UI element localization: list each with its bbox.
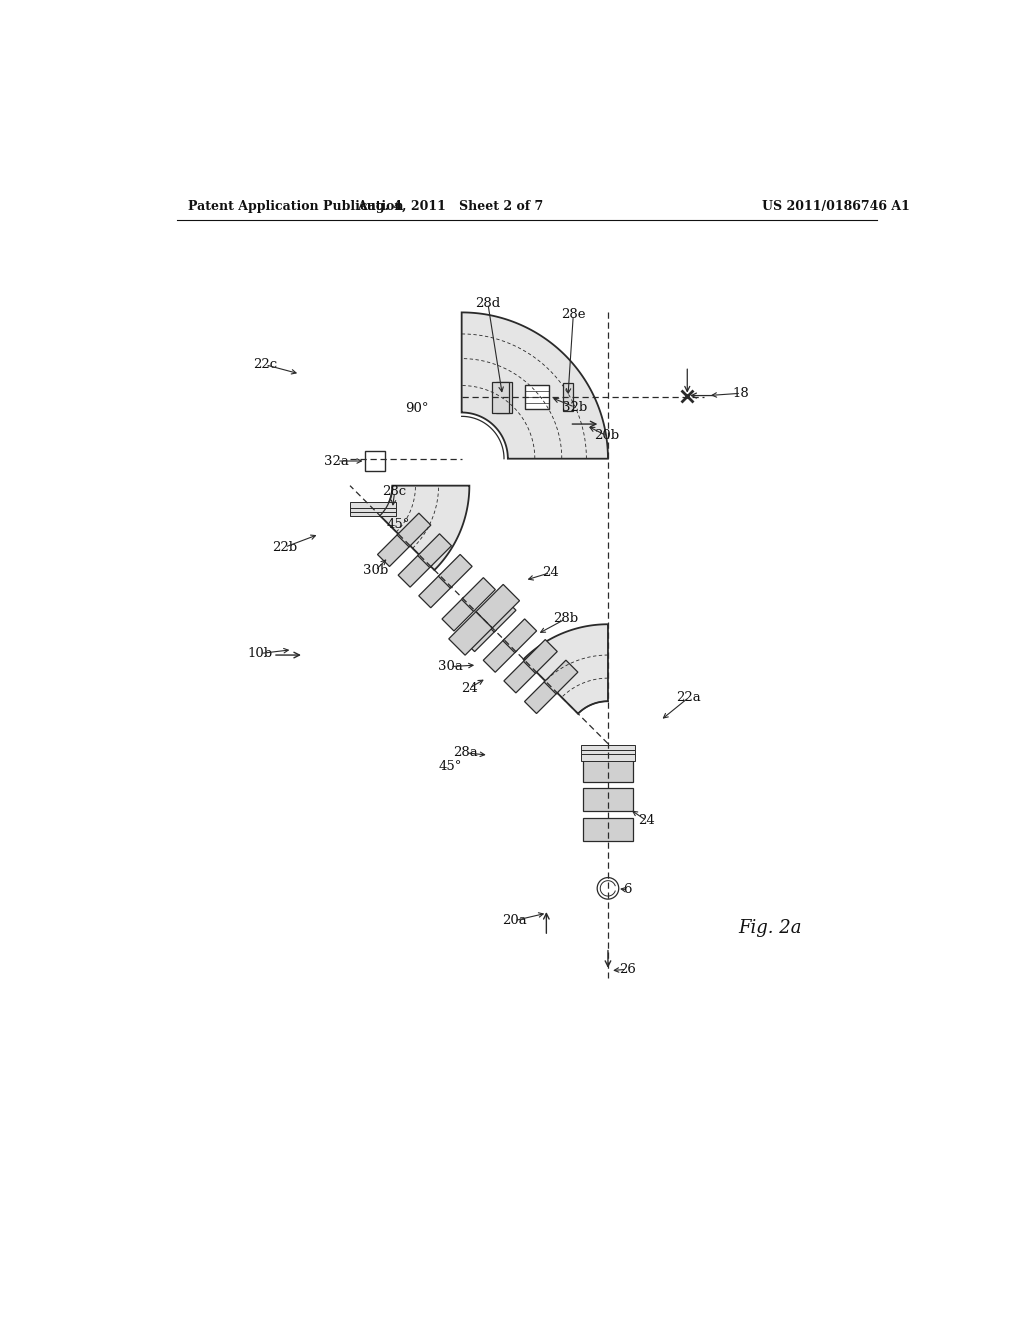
Polygon shape	[562, 383, 573, 411]
Polygon shape	[380, 486, 469, 570]
Polygon shape	[350, 510, 396, 516]
Text: 28b: 28b	[553, 612, 579, 626]
Polygon shape	[442, 597, 476, 631]
Text: 22c: 22c	[253, 358, 278, 371]
Polygon shape	[438, 554, 472, 589]
Polygon shape	[581, 744, 635, 751]
Text: 32b: 32b	[562, 400, 588, 413]
Text: 24: 24	[542, 566, 558, 579]
Circle shape	[597, 878, 618, 899]
Polygon shape	[418, 533, 452, 568]
Text: 22a: 22a	[677, 690, 701, 704]
Polygon shape	[524, 385, 550, 409]
Polygon shape	[482, 598, 516, 632]
Text: 20a: 20a	[502, 915, 526, 927]
Polygon shape	[378, 533, 412, 566]
Polygon shape	[583, 759, 633, 781]
Polygon shape	[504, 659, 538, 693]
Text: 22b: 22b	[272, 541, 297, 554]
Text: 45°: 45°	[438, 760, 462, 774]
Text: 30a: 30a	[437, 660, 463, 673]
Polygon shape	[419, 574, 453, 607]
Text: 6: 6	[623, 883, 632, 896]
Polygon shape	[583, 788, 633, 812]
Text: Aug. 4, 2011   Sheet 2 of 7: Aug. 4, 2011 Sheet 2 of 7	[357, 201, 544, 214]
Polygon shape	[503, 619, 537, 652]
Polygon shape	[449, 611, 493, 655]
Polygon shape	[583, 817, 633, 841]
Text: 24: 24	[638, 814, 654, 828]
Polygon shape	[523, 624, 608, 714]
Polygon shape	[523, 639, 557, 673]
Text: 28e: 28e	[561, 308, 586, 321]
Text: Fig. 2a: Fig. 2a	[738, 920, 802, 937]
Polygon shape	[483, 639, 517, 672]
Polygon shape	[476, 585, 519, 628]
Polygon shape	[350, 506, 396, 512]
Polygon shape	[398, 553, 432, 587]
Polygon shape	[544, 660, 578, 694]
Text: 20b: 20b	[594, 429, 618, 442]
Text: 30b: 30b	[362, 564, 388, 577]
Text: 28d: 28d	[475, 297, 501, 310]
Polygon shape	[463, 618, 497, 652]
Polygon shape	[524, 680, 558, 714]
Polygon shape	[366, 451, 385, 471]
Polygon shape	[462, 578, 496, 611]
Text: Patent Application Publication: Patent Application Publication	[188, 201, 403, 214]
Text: 24: 24	[461, 681, 478, 694]
Polygon shape	[462, 313, 608, 459]
Text: 32a: 32a	[325, 454, 349, 467]
Text: 10b: 10b	[248, 647, 272, 660]
Polygon shape	[492, 381, 509, 412]
Polygon shape	[397, 513, 431, 546]
Text: US 2011/0186746 A1: US 2011/0186746 A1	[762, 201, 910, 214]
Text: 26: 26	[618, 962, 636, 975]
Text: 28c: 28c	[383, 486, 407, 499]
Polygon shape	[496, 381, 512, 412]
Text: 18: 18	[733, 387, 750, 400]
Polygon shape	[581, 750, 635, 756]
Polygon shape	[350, 502, 396, 508]
Text: 28a: 28a	[454, 746, 478, 759]
Polygon shape	[581, 755, 635, 760]
Text: 90°: 90°	[406, 403, 429, 416]
Text: 45°: 45°	[387, 517, 411, 531]
